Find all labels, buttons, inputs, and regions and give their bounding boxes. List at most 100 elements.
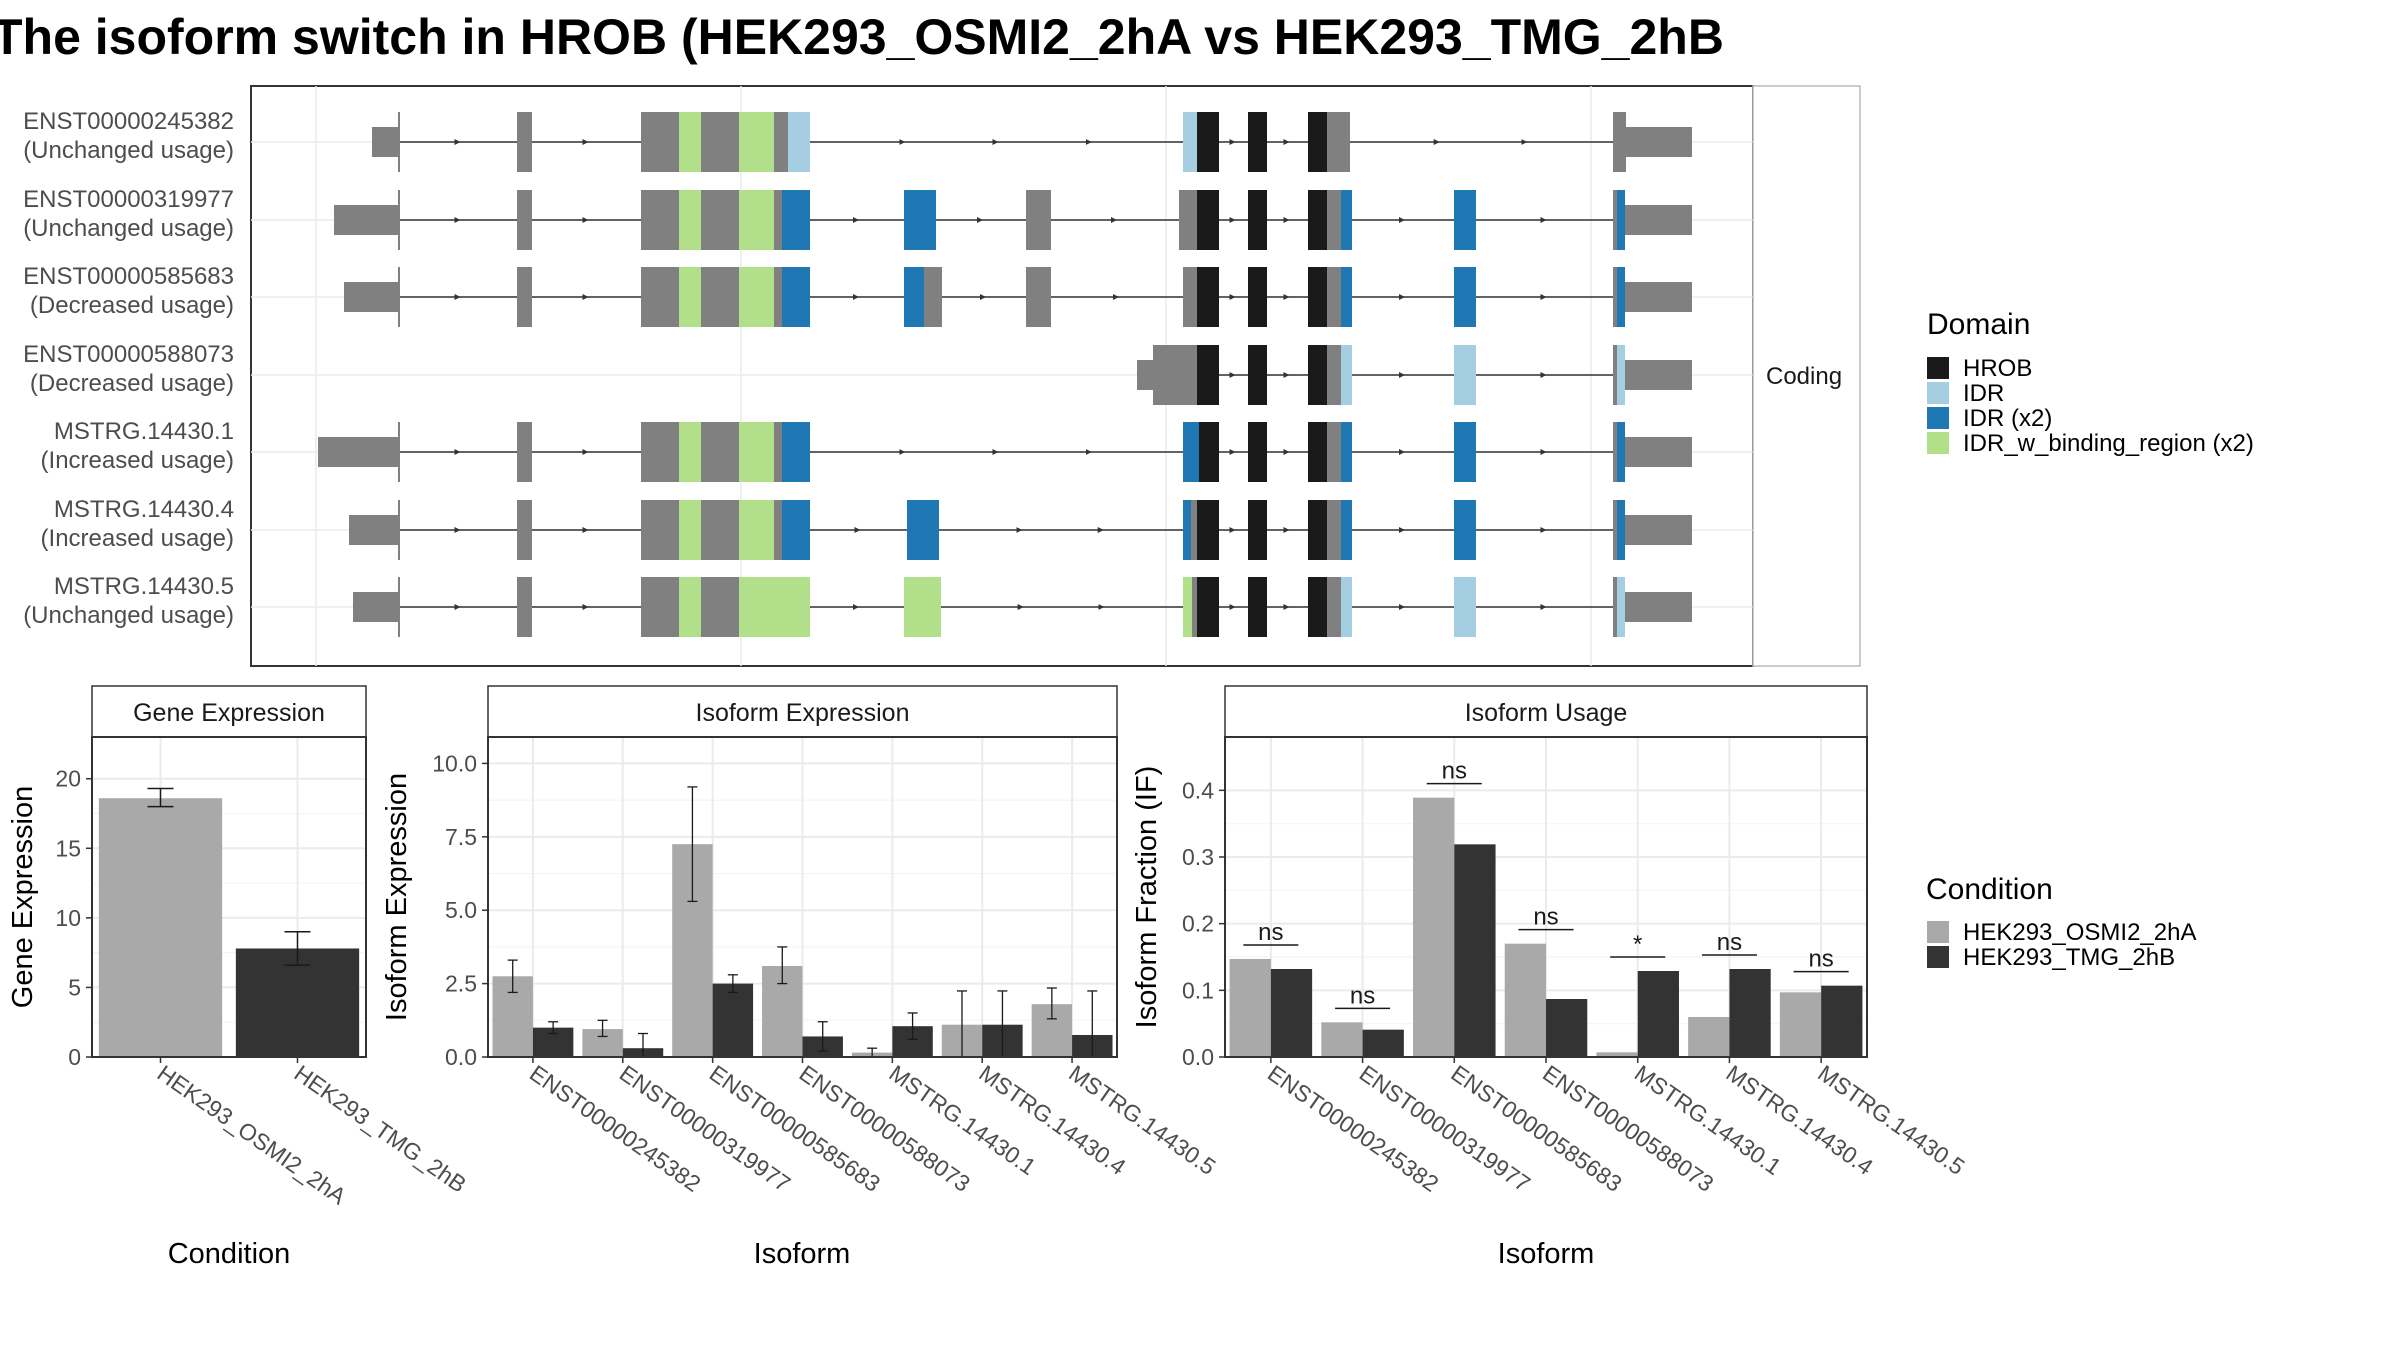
exon-segment	[1308, 577, 1327, 637]
exon-segment	[739, 267, 774, 327]
exon-segment	[1613, 112, 1626, 172]
exon-segment	[1327, 422, 1341, 482]
exon-segment	[1183, 500, 1191, 560]
x-axis: ENST00000245382ENST00000319977ENST000005…	[1263, 1057, 1970, 1270]
structure-panel: ENST00000245382 (Unchanged usage) ENST0000…	[23, 85, 1861, 667]
isoform-structure-row	[372, 112, 1692, 172]
y-tick-label: 7.5	[445, 824, 477, 850]
significance-label: ns	[1808, 946, 1833, 973]
exon-segment	[1197, 267, 1219, 327]
exon-segment	[782, 267, 810, 327]
exon-segment	[517, 577, 532, 637]
exon-segment	[1248, 345, 1267, 405]
isoform-structure-row	[344, 267, 1692, 327]
legend-condition-title: Condition	[1926, 873, 2053, 906]
isoform-id-label: MSTRG.14430.1	[54, 418, 234, 445]
strip-coding	[1752, 85, 1861, 667]
isoform-id-label: MSTRG.14430.4	[54, 496, 234, 523]
exon-segment	[1341, 267, 1352, 327]
y-tick-label: 0	[68, 1044, 81, 1070]
bar	[1413, 797, 1455, 1057]
legend-condition-swatch	[1927, 946, 1949, 968]
exon-segment	[701, 267, 739, 327]
exon-segment	[701, 190, 739, 250]
bars	[98, 798, 360, 1057]
significance-label: ns	[1533, 904, 1558, 931]
exon-segment	[641, 267, 679, 327]
x-tick-label: MSTRG.14430.4	[974, 1060, 1130, 1180]
significance-label: *	[1633, 931, 1642, 958]
y-tick-label: 0.4	[1182, 777, 1214, 803]
bar	[712, 983, 754, 1057]
exon-segment	[1341, 577, 1352, 637]
exon-segment	[1454, 267, 1476, 327]
exon-segment	[1308, 267, 1327, 327]
exon-segment	[1308, 345, 1327, 405]
exon-segment	[907, 500, 939, 560]
exon-segment	[1026, 190, 1051, 250]
exon-segment	[1613, 345, 1617, 405]
x-axis-title: Condition	[168, 1238, 291, 1270]
y-tick-label: 10.0	[432, 750, 477, 776]
exon-segment	[1341, 345, 1352, 405]
exon-segment	[334, 205, 398, 235]
exon-segment	[739, 422, 774, 482]
x-tick-label: ENST00000319977	[1355, 1060, 1535, 1197]
legend-domain-swatch	[1927, 432, 1949, 454]
legend-domain-label: IDR_w_binding_region (x2)	[1963, 430, 2254, 457]
exon-segment	[1308, 422, 1327, 482]
exon-segment	[701, 577, 739, 637]
exon-segment	[1626, 127, 1692, 157]
exon-segment	[1248, 500, 1267, 560]
exon-segment	[904, 267, 924, 327]
isoform-id-label: ENST00000319977	[23, 186, 234, 213]
legend-condition-swatch	[1927, 921, 1949, 943]
exon-segment	[641, 190, 679, 250]
exon-segment	[353, 592, 398, 622]
exon-segment	[1625, 205, 1692, 235]
exon-segment	[398, 267, 400, 327]
legend-domain-label: HROB	[1963, 355, 2032, 382]
legend-condition-label: HEK293_OSMI2_2hA	[1963, 919, 2196, 946]
panel-title: Isoform Usage	[1465, 699, 1628, 727]
isoform-structure-row	[318, 422, 1692, 482]
x-tick-label: MSTRG.14430.1	[884, 1060, 1040, 1180]
exon-segment	[774, 267, 782, 327]
exon-segment	[739, 577, 810, 637]
exon-segment	[1248, 422, 1267, 482]
bar	[1637, 971, 1679, 1057]
exon-segment	[1625, 282, 1692, 312]
y-tick-label: 0.1	[1182, 977, 1214, 1003]
exon-segment	[349, 515, 398, 545]
exon-segment	[739, 500, 774, 560]
exon-segment	[398, 500, 400, 560]
exon-segment	[1613, 500, 1617, 560]
exon-segment	[1308, 500, 1327, 560]
legend-condition-label: HEK293_TMG_2hB	[1963, 944, 2175, 971]
error-bars	[507, 786, 1098, 1058]
exon-segment	[1308, 190, 1327, 250]
isoform-id-label: MSTRG.14430.5	[54, 573, 234, 600]
exon-segment	[1327, 190, 1341, 250]
bar	[98, 798, 223, 1057]
exon-segment	[782, 422, 810, 482]
exon-segment	[398, 577, 400, 637]
exon-segment	[1192, 577, 1197, 637]
isoform-usage-label: (Unchanged usage)	[23, 602, 234, 629]
strip-coding-label: Coding	[1766, 363, 1842, 390]
panel-strip	[91, 685, 367, 738]
exon-segment	[701, 500, 739, 560]
exon-segment	[641, 577, 679, 637]
exon-segment	[679, 112, 701, 172]
isoform-id-label: ENST00000585683	[23, 263, 234, 290]
isoform-id-label: ENST00000245382	[23, 108, 234, 135]
exon-segment	[739, 190, 774, 250]
exon-segment	[701, 422, 739, 482]
exon-segment	[398, 190, 400, 250]
exon-segment	[924, 267, 942, 327]
exon-segment	[1617, 345, 1625, 405]
y-tick-label: 0.3	[1182, 844, 1214, 870]
